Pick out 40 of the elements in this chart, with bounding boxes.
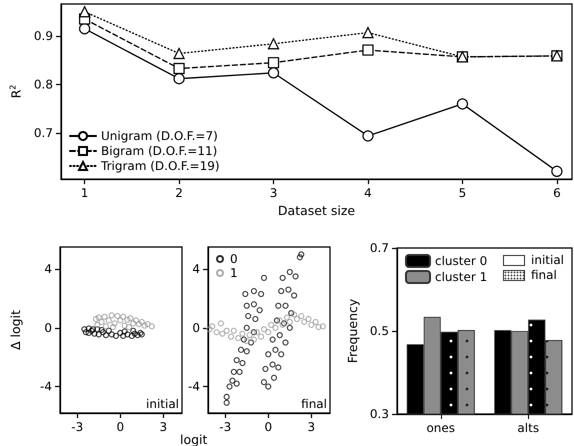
y-axis-title: Δ logit <box>8 310 23 350</box>
legend-label: cluster 1 <box>435 270 488 284</box>
x-tick-label: ones <box>426 421 456 435</box>
x-tick-label: 1 <box>80 186 88 200</box>
x-tick-label: 3 <box>160 420 168 434</box>
x-tick-label: 0 <box>116 420 124 434</box>
y-tick-label: 0.8 <box>34 78 53 92</box>
x-tick-label: 0 <box>264 420 272 434</box>
legend-label: Bigram (D.O.F.=11) <box>101 144 218 158</box>
x-tick-label: -3 <box>71 420 84 434</box>
x-tick-label: 2 <box>175 186 183 200</box>
y-tick-label: 0.7 <box>370 241 389 255</box>
y-tick-label: 0.9 <box>34 29 53 44</box>
y-axis-title: Frequency <box>345 298 360 364</box>
y-tick-label: 0 <box>44 320 52 335</box>
legend-label: Trigram (D.O.F.=19) <box>100 159 220 173</box>
x-tick-label: 3 <box>270 186 278 200</box>
y-tick-label: 4 <box>44 262 52 276</box>
legend-label: cluster 0 <box>435 254 488 268</box>
legend-label: 1 <box>230 266 238 280</box>
x-axis-title: Dataset size <box>278 203 356 218</box>
x-tick-label: 5 <box>458 186 466 200</box>
x-tick-label: -3 <box>219 420 232 434</box>
x-tick-label: 3 <box>308 420 316 434</box>
y-tick-label: 0.7 <box>34 126 53 140</box>
y-tick-label: 0 <box>192 320 200 335</box>
y-tick-label: 0.5 <box>370 324 389 338</box>
y-tick-label: 0.3 <box>370 407 389 421</box>
legend-label: 0 <box>230 252 238 266</box>
y-axis-title: R2 <box>8 84 24 98</box>
legend-label: Unigram (D.O.F.=7) <box>101 129 218 143</box>
annotation: initial <box>531 253 564 267</box>
y-tick-label: 4 <box>192 262 200 276</box>
y-tick-label: -4 <box>40 380 52 394</box>
y-tick-label: -4 <box>188 380 200 394</box>
x-tick-label: 6 <box>553 186 561 200</box>
annotation: initial <box>146 397 179 411</box>
annotation: final <box>301 397 328 411</box>
x-tick-label: alts <box>517 421 540 435</box>
annotation: final <box>531 268 557 282</box>
